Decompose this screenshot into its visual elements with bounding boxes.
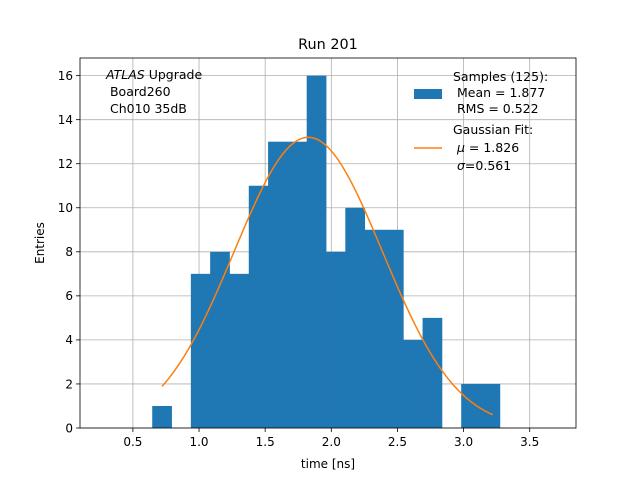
y-axis-label: Entries xyxy=(33,222,47,264)
x-tick-label-1: 1.0 xyxy=(189,435,208,449)
chart-title: Run 201 xyxy=(298,37,358,53)
x-tick-label-3: 2.0 xyxy=(322,435,341,449)
legend-samples-title: Samples (125): xyxy=(453,69,548,84)
histogram-bar-6 xyxy=(287,141,308,428)
x-tick-label-6: 3.5 xyxy=(520,435,539,449)
annotation-line-1: ATLAS Upgrade xyxy=(105,67,202,82)
y-tick-label-4: 8 xyxy=(65,245,73,259)
x-tick-label-4: 2.5 xyxy=(388,435,407,449)
annotation-line-3: Ch010 35dB xyxy=(106,101,187,116)
legend: Samples (125): Mean = 1.877 RMS = 0.522 … xyxy=(414,69,548,173)
histogram-bar-1 xyxy=(190,273,211,428)
x-axis-label: time [ns] xyxy=(301,457,355,471)
histogram-bar-5 xyxy=(268,141,288,428)
histogram-bar-9 xyxy=(345,207,366,428)
legend-samples-mean: Mean = 1.877 xyxy=(453,85,545,100)
atlas-annotation: ATLAS Upgrade Board260 Ch010 35dB xyxy=(105,67,202,116)
x-tick-label-2: 1.5 xyxy=(256,435,275,449)
x-tick-label-5: 3.0 xyxy=(454,435,473,449)
y-tick-label-2: 4 xyxy=(65,333,73,347)
histogram-bar-7 xyxy=(306,75,327,428)
y-tick-label-1: 2 xyxy=(65,377,73,391)
x-tick-label-0: 0.5 xyxy=(123,435,142,449)
y-tick-label-5: 10 xyxy=(58,201,73,215)
annotation-atlas: ATLAS xyxy=(105,67,145,82)
histogram-bar-8 xyxy=(326,251,346,428)
plot-area-frame xyxy=(79,57,577,429)
histogram-bar-4 xyxy=(248,185,269,428)
histogram-bar-10 xyxy=(364,229,385,428)
histogram-bar-3 xyxy=(229,273,250,428)
annotation-line-2: Board260 xyxy=(106,84,171,99)
histogram-bar-15 xyxy=(480,383,501,428)
gaussian-fit-curve xyxy=(161,136,493,416)
legend-sigma-value: =0.561 xyxy=(465,158,511,173)
y-axis-ticks: 0 2 4 6 8 10 12 14 16 xyxy=(58,69,80,435)
y-tick-label-0: 0 xyxy=(65,421,73,435)
histogram-bar-14 xyxy=(461,383,481,428)
legend-samples-rms: RMS = 0.522 xyxy=(453,101,539,116)
legend-fit-title: Gaussian Fit: xyxy=(453,122,533,137)
legend-mu-symbol: μ xyxy=(456,140,465,155)
y-tick-label-3: 6 xyxy=(65,289,73,303)
y-tick-label-6: 12 xyxy=(58,157,73,171)
annotation-upgrade: Upgrade xyxy=(145,67,203,82)
histogram-bar-11 xyxy=(383,229,404,428)
histogram-bar-2 xyxy=(210,251,230,428)
legend-fit-sigma: σ=0.561 xyxy=(453,158,511,173)
legend-fit-mu: μ = 1.826 xyxy=(453,140,519,155)
legend-mu-value: = 1.826 xyxy=(465,140,519,155)
histogram-bar-0 xyxy=(152,405,172,428)
y-tick-label-8: 16 xyxy=(58,69,73,83)
histogram-bar-12 xyxy=(403,339,423,428)
histogram-bar-13 xyxy=(422,317,443,428)
gaussian-fit-line xyxy=(161,136,493,416)
x-axis-ticks: 0.5 1.0 1.5 2.0 2.5 3.0 3.5 xyxy=(123,428,539,449)
legend-sigma-symbol: σ xyxy=(457,158,466,173)
y-tick-label-7: 14 xyxy=(58,113,73,127)
legend-samples-swatch xyxy=(414,89,442,99)
